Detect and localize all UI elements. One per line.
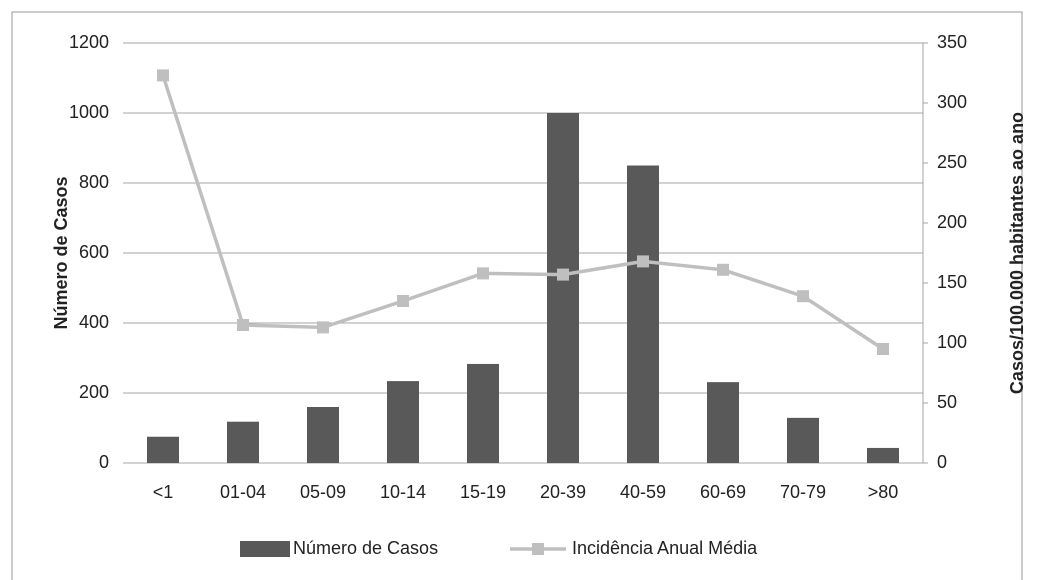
legend-label: Incidência Anual Média [572, 538, 758, 558]
y2-tick-label: 300 [937, 92, 967, 112]
y-tick-label: 200 [79, 382, 109, 402]
bar [387, 381, 419, 463]
x-tick-label: 40-59 [620, 482, 666, 502]
x-tick-label: <1 [153, 482, 174, 502]
legend-label: Número de Casos [293, 538, 438, 558]
marker [237, 319, 249, 331]
x-tick-label: 01-04 [220, 482, 266, 502]
bar [627, 165, 659, 463]
x-tick-label: 15-19 [460, 482, 506, 502]
y-axis-title: Número de Casos [51, 176, 71, 329]
y2-tick-label: 350 [937, 32, 967, 52]
marker [797, 290, 809, 303]
x-tick-label: >80 [868, 482, 899, 502]
marker [717, 263, 729, 276]
y-tick-label: 1000 [69, 102, 109, 122]
x-tick-label: 05-09 [300, 482, 346, 502]
x-tick-label: 20-39 [540, 482, 586, 502]
y-tick-label: 0 [99, 452, 109, 472]
marker [877, 343, 889, 355]
bar [867, 447, 899, 463]
y2-tick-label: 100 [937, 332, 967, 352]
y2-tick-label: 150 [937, 272, 967, 292]
x-tick-label: 10-14 [380, 482, 426, 502]
bar [787, 417, 819, 463]
line [161, 74, 884, 351]
bar [307, 407, 339, 463]
y2-axis-title: Casos/100.000 habitantes ao ano [1007, 112, 1027, 394]
y-tick-label: 600 [79, 242, 109, 262]
marker [477, 267, 489, 280]
chart-border [11, 11, 1023, 580]
bar [227, 421, 259, 463]
marker [157, 69, 169, 82]
y2-tick-label: 250 [937, 152, 967, 172]
bar [147, 436, 179, 463]
y-tick-label: 1200 [69, 32, 109, 52]
bar [547, 113, 579, 463]
marker [637, 255, 649, 268]
y2-tick-label: 200 [937, 212, 967, 232]
legend-swatch [240, 541, 290, 557]
y-tick-label: 800 [79, 172, 109, 192]
bar [467, 363, 499, 463]
legend-swatch [532, 543, 544, 555]
y2-tick-label: 50 [937, 392, 957, 412]
bar [707, 382, 739, 463]
marker [557, 268, 569, 281]
marker [397, 295, 409, 307]
y-tick-label: 400 [79, 312, 109, 332]
y2-tick-label: 0 [937, 452, 947, 472]
x-tick-label: 70-79 [780, 482, 826, 502]
x-tick-label: 60-69 [700, 482, 746, 502]
marker [317, 321, 329, 334]
